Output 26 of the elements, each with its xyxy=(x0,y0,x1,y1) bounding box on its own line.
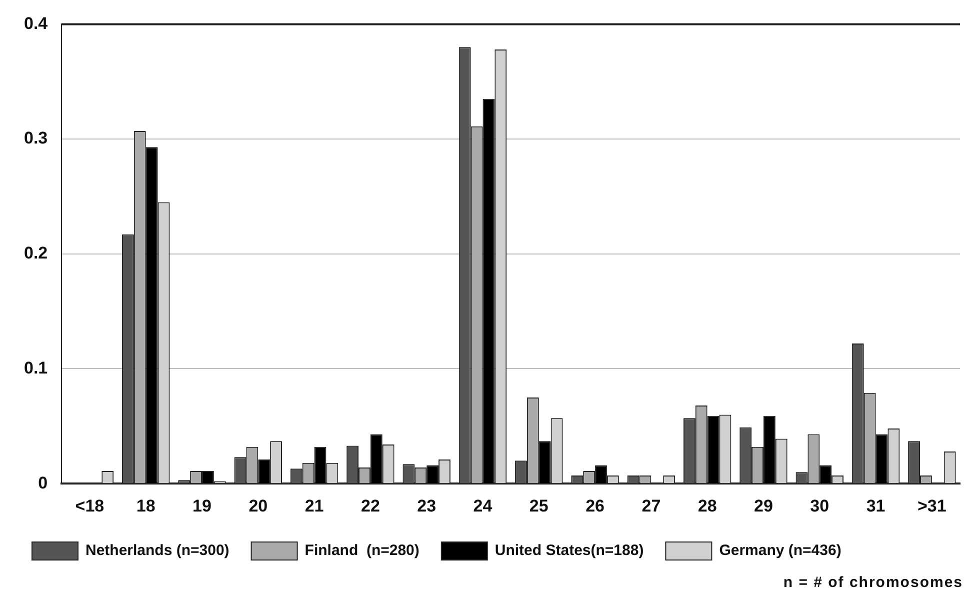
text: n = # of chromosomes xyxy=(783,574,963,591)
x-tick-label: 28 xyxy=(698,496,717,516)
x-tick-label: 20 xyxy=(248,496,268,516)
y-tick-label: 0.3 xyxy=(24,128,48,148)
x-tick-label: 22 xyxy=(360,496,380,516)
y-tick-label: 0.1 xyxy=(24,358,48,378)
y-tick-label: 0 xyxy=(38,473,48,492)
legend-label: Finland (n=280) xyxy=(304,542,420,560)
x-tick-label: 18 xyxy=(136,496,156,516)
x-tick-label: 23 xyxy=(417,496,436,516)
x-tick-label: 27 xyxy=(642,496,661,516)
x-tick-label: 29 xyxy=(754,496,773,516)
x-tick-label: 31 xyxy=(866,496,886,516)
x-tick-label: 21 xyxy=(304,496,324,516)
x-tick-label: 25 xyxy=(529,496,548,516)
x-tick-label: 30 xyxy=(810,496,830,516)
x-tick-label: 24 xyxy=(473,496,493,516)
y-tick-label: 0.4 xyxy=(24,14,48,33)
legend-label: Netherlands (n=300) xyxy=(86,542,230,560)
x-tick-label: 19 xyxy=(192,496,212,516)
legend-label: United States(n=188) xyxy=(494,542,644,560)
y-tick-label: 0.2 xyxy=(24,244,48,263)
legend-label: Germany (n=436) xyxy=(719,542,842,560)
x-tick-label: 26 xyxy=(586,496,604,516)
x-tick-label: >31 xyxy=(918,496,946,516)
x-tick-label: <18 xyxy=(75,496,104,516)
